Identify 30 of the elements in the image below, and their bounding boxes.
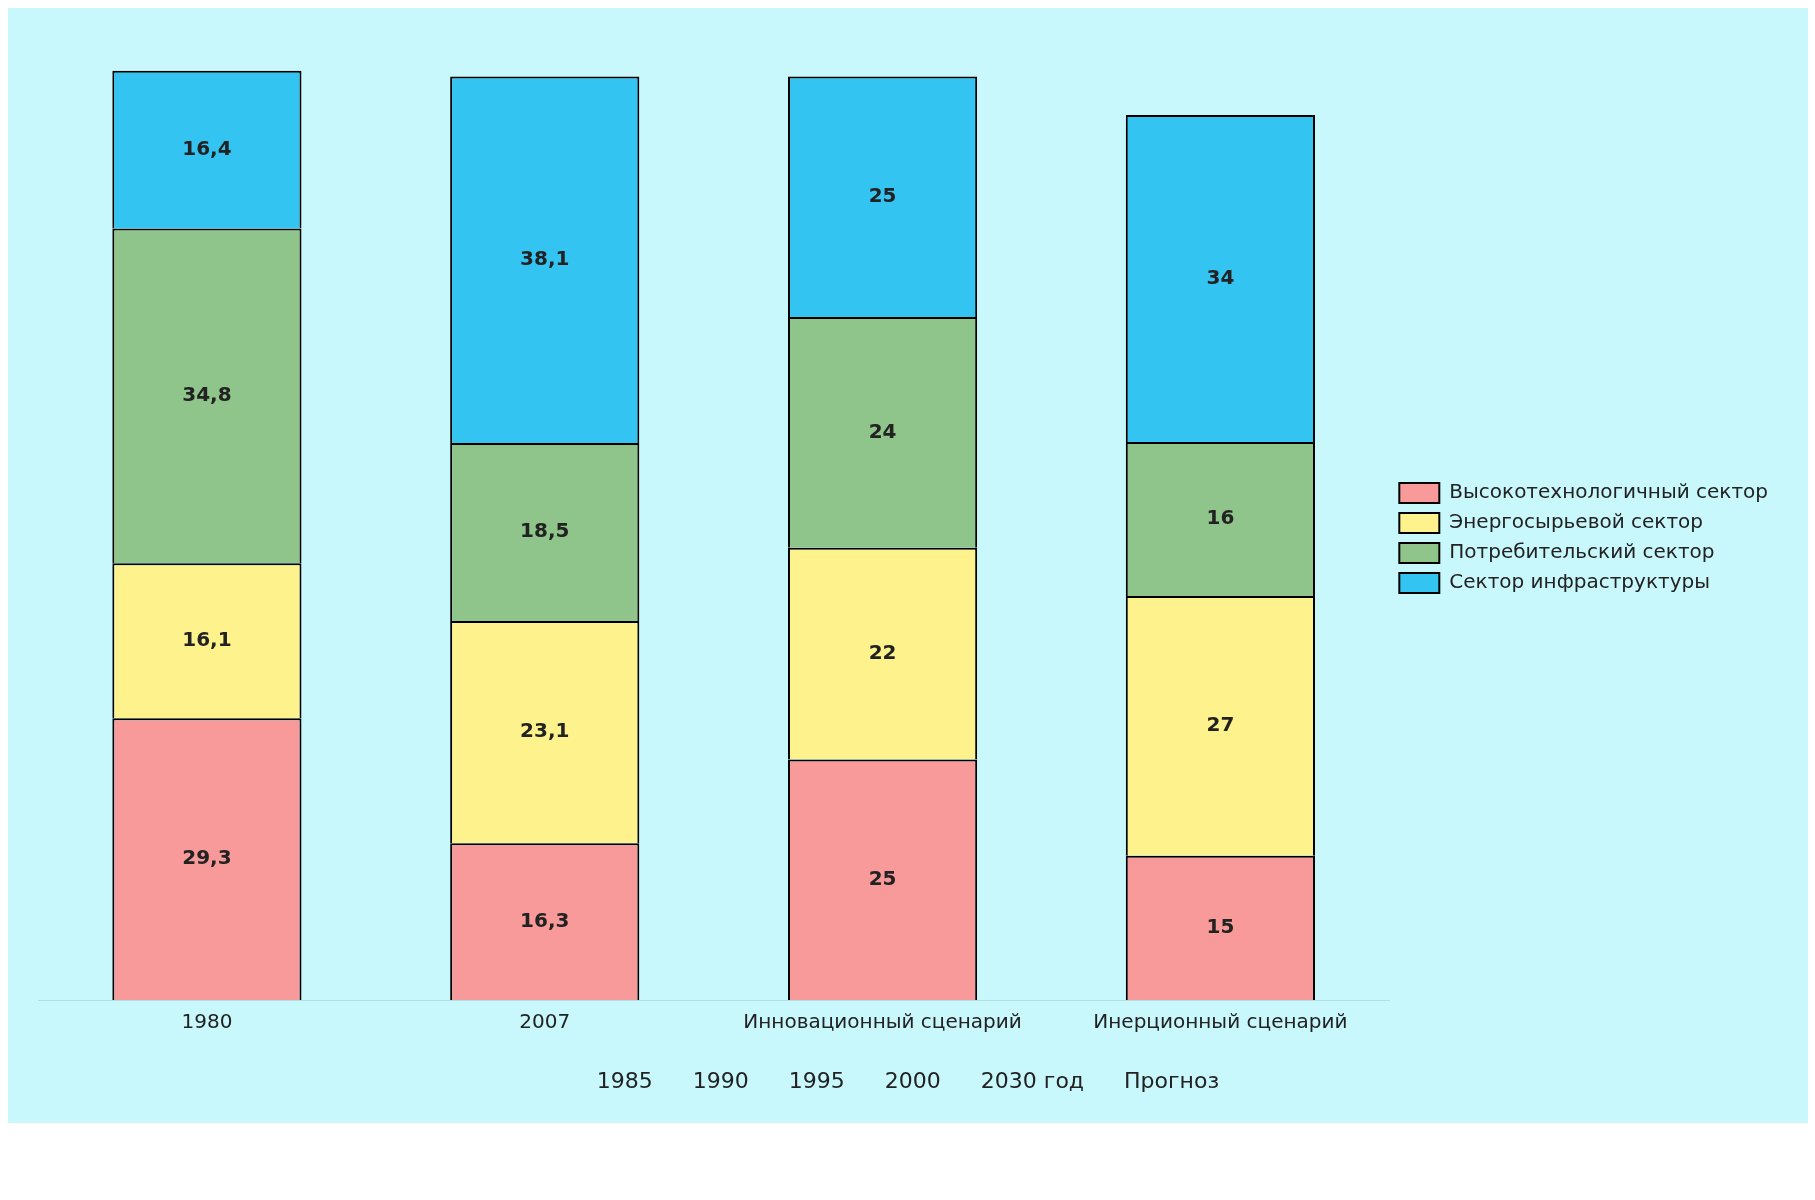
data-label: 16,4 [182,135,232,160]
x-tick-label: Инерционный сценарий [1093,1009,1348,1034]
x-tick-label: 2007 [519,1009,571,1034]
text: 1990 [692,1068,749,1093]
text: 2030 год [980,1068,1085,1093]
data-label: 23,1 [520,718,570,743]
x-tick-label: 1980 [181,1009,233,1034]
data-label: 25 [868,182,897,207]
data-label: 27 [1206,712,1235,737]
data-label: 16,1 [182,626,232,651]
data-label: 34 [1206,264,1235,289]
data-label: 25 [868,865,897,890]
data-label: 18,5 [520,518,570,543]
data-label: 15 [1206,914,1235,939]
legend-label: Сектор инфраструктуры [1449,569,1710,594]
data-label: 34,8 [182,382,232,407]
x-tick-label: Инновационный сценарий [743,1009,1022,1034]
data-label: 29,3 [182,845,232,870]
legend-label: Энергосырьевой сектор [1449,509,1704,534]
data-label: 24 [868,418,897,443]
text: Прогноз [1124,1068,1220,1093]
data-label: 38,1 [520,245,570,270]
data-label: 16 [1206,505,1235,530]
data-label: 16,3 [520,907,570,932]
data-label: 22 [868,639,897,664]
text: 1995 [788,1068,845,1093]
legend-label: Высокотехнологичный сектор [1449,479,1769,504]
legend-label: Потребительский сектор [1449,539,1715,564]
text: 2000 [884,1068,941,1093]
text: 1985 [596,1068,653,1093]
